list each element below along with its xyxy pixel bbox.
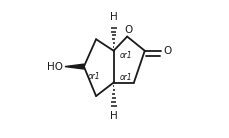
Text: H: H <box>109 111 117 121</box>
Polygon shape <box>65 64 84 69</box>
Text: HO: HO <box>47 62 63 72</box>
Text: or1: or1 <box>119 51 132 60</box>
Text: or1: or1 <box>87 72 100 81</box>
Text: O: O <box>124 25 132 35</box>
Text: H: H <box>109 12 117 22</box>
Text: or1: or1 <box>119 73 132 82</box>
Text: O: O <box>163 46 171 56</box>
